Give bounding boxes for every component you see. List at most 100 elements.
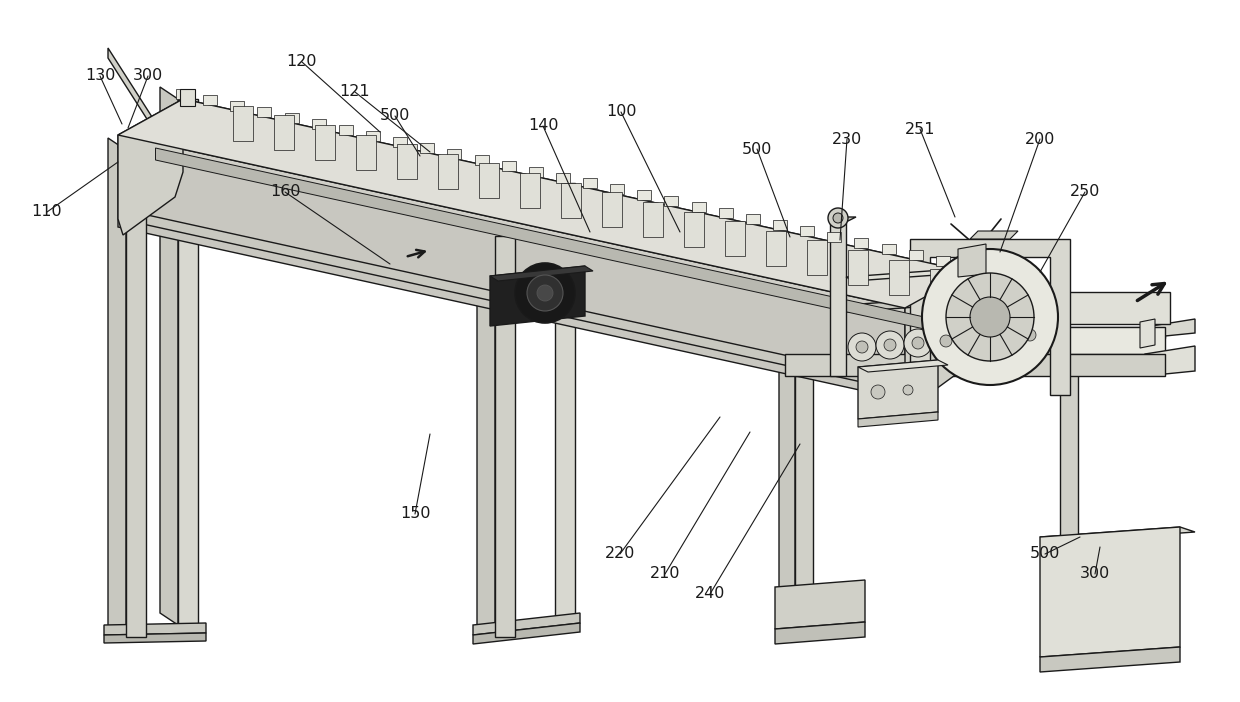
Polygon shape <box>846 293 1016 312</box>
Polygon shape <box>909 250 923 260</box>
Text: 250: 250 <box>1070 185 1100 199</box>
Polygon shape <box>311 119 326 129</box>
Polygon shape <box>807 240 827 275</box>
Polygon shape <box>970 231 1018 239</box>
Polygon shape <box>560 183 582 218</box>
Text: 100: 100 <box>606 105 636 119</box>
Polygon shape <box>773 220 787 230</box>
Polygon shape <box>495 236 515 637</box>
Polygon shape <box>118 135 905 320</box>
Polygon shape <box>393 137 407 147</box>
Polygon shape <box>1040 647 1180 672</box>
Polygon shape <box>775 622 866 644</box>
Polygon shape <box>179 99 198 625</box>
Polygon shape <box>104 633 206 643</box>
Polygon shape <box>725 221 745 256</box>
Polygon shape <box>203 95 217 105</box>
Polygon shape <box>785 354 1166 376</box>
Polygon shape <box>472 613 580 635</box>
Circle shape <box>932 327 960 355</box>
Polygon shape <box>184 164 970 345</box>
Polygon shape <box>785 327 1166 354</box>
Polygon shape <box>1040 527 1195 542</box>
Polygon shape <box>180 89 195 106</box>
Polygon shape <box>108 138 126 637</box>
Polygon shape <box>356 135 376 170</box>
Polygon shape <box>1140 319 1154 348</box>
Polygon shape <box>692 202 706 212</box>
Polygon shape <box>118 99 970 308</box>
Polygon shape <box>490 266 593 281</box>
Circle shape <box>960 325 988 353</box>
Polygon shape <box>848 250 868 285</box>
Circle shape <box>968 333 980 345</box>
Polygon shape <box>846 265 1019 281</box>
Polygon shape <box>231 101 244 111</box>
Circle shape <box>515 263 575 323</box>
Circle shape <box>870 385 885 399</box>
Circle shape <box>884 339 897 351</box>
Polygon shape <box>472 623 580 644</box>
Polygon shape <box>601 192 622 227</box>
Polygon shape <box>184 109 970 352</box>
Polygon shape <box>785 327 1166 338</box>
Polygon shape <box>176 89 190 99</box>
Circle shape <box>1016 321 1044 349</box>
Polygon shape <box>1040 527 1180 657</box>
Polygon shape <box>438 154 459 189</box>
Text: 500: 500 <box>742 142 773 157</box>
Polygon shape <box>665 197 678 206</box>
Text: 300: 300 <box>1080 567 1110 581</box>
Polygon shape <box>882 244 895 254</box>
Text: 500: 500 <box>379 109 410 124</box>
Circle shape <box>848 333 875 361</box>
Text: 110: 110 <box>32 204 62 220</box>
Polygon shape <box>1145 319 1195 338</box>
Polygon shape <box>366 131 379 141</box>
Polygon shape <box>963 262 977 272</box>
Polygon shape <box>339 125 353 135</box>
Text: 240: 240 <box>694 586 725 602</box>
Circle shape <box>923 249 1058 385</box>
Text: 150: 150 <box>399 507 430 522</box>
Polygon shape <box>719 208 733 218</box>
Text: 160: 160 <box>270 185 300 199</box>
Polygon shape <box>528 166 543 176</box>
Polygon shape <box>315 125 335 160</box>
Polygon shape <box>118 147 905 400</box>
Circle shape <box>996 331 1008 343</box>
Circle shape <box>903 385 913 395</box>
Polygon shape <box>1145 346 1195 376</box>
Polygon shape <box>775 580 866 629</box>
Polygon shape <box>766 231 786 266</box>
Circle shape <box>537 285 553 301</box>
Polygon shape <box>959 244 986 277</box>
Circle shape <box>875 331 904 359</box>
Polygon shape <box>556 173 570 183</box>
Polygon shape <box>795 376 813 607</box>
Polygon shape <box>420 143 434 153</box>
Polygon shape <box>910 239 1070 395</box>
Text: 300: 300 <box>133 69 164 84</box>
Polygon shape <box>800 226 815 236</box>
Circle shape <box>946 273 1034 361</box>
Polygon shape <box>785 292 1171 324</box>
Polygon shape <box>779 366 795 607</box>
Polygon shape <box>477 224 495 637</box>
Polygon shape <box>502 161 516 171</box>
Polygon shape <box>123 197 962 398</box>
Circle shape <box>940 335 952 347</box>
Polygon shape <box>184 99 970 282</box>
Polygon shape <box>150 119 960 306</box>
Text: 251: 251 <box>905 121 935 136</box>
Polygon shape <box>684 211 704 246</box>
Polygon shape <box>274 115 294 150</box>
Polygon shape <box>858 360 949 372</box>
Text: 120: 120 <box>286 55 317 69</box>
Polygon shape <box>104 623 206 635</box>
Polygon shape <box>490 266 585 326</box>
Polygon shape <box>258 107 272 117</box>
Polygon shape <box>583 178 598 188</box>
Circle shape <box>1024 329 1035 341</box>
Polygon shape <box>930 269 950 304</box>
